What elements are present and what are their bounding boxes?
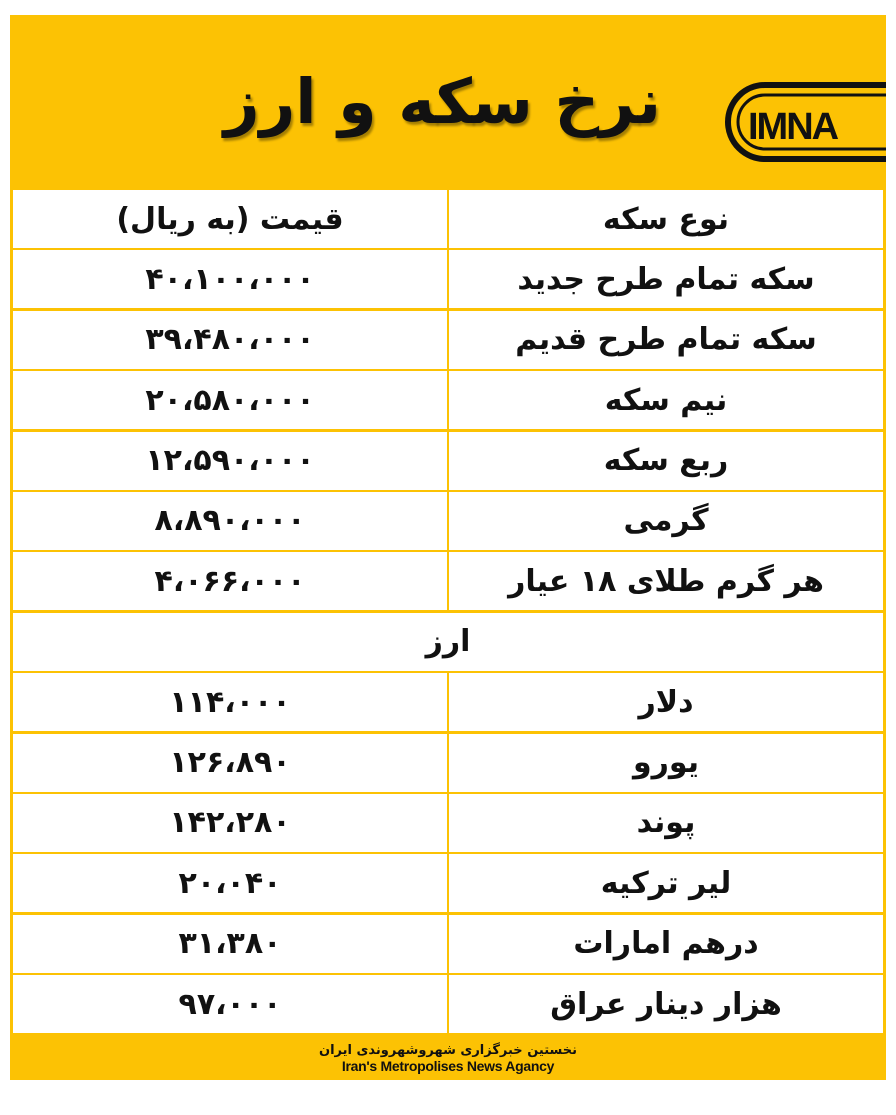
- table-row: هزار دینار عراق ۹۷،۰۰۰: [13, 975, 883, 1034]
- item-name: دلار: [449, 673, 883, 732]
- price-value: ۱۱۴،۰۰۰: [169, 684, 291, 720]
- table-row: سکه تمام طرح جدید ۴۰،۱۰۰،۰۰۰: [13, 250, 883, 309]
- footer-tagline-en: Iran's Metropolises News Agancy: [341, 1058, 555, 1074]
- item-price: ۲۰،۵۸۰،۰۰۰: [13, 371, 447, 430]
- price-value: ۳۱،۳۸۰: [178, 926, 282, 962]
- table-row: درهم امارات ۳۱،۳۸۰: [13, 914, 883, 973]
- item-price: ۱۱۴،۰۰۰: [13, 673, 447, 732]
- item-name: سکه تمام طرح جدید: [449, 250, 883, 309]
- item-name: لیر ترکیه: [449, 854, 883, 913]
- imna-logo: IMNA: [725, 82, 886, 162]
- item-name: هزار دینار عراق: [449, 975, 883, 1034]
- item-price: ۲۰،۰۴۰: [13, 854, 447, 913]
- footer: نخستین خبرگزاری شهروشهروندی ایران Iran's…: [10, 1037, 886, 1080]
- item-name: سکه تمام طرح قدیم: [449, 310, 883, 369]
- price-value: ۳۹،۴۸۰،۰۰۰: [145, 322, 315, 358]
- price-table: نوع سکه قیمت (به ریال) سکه تمام طرح جدید…: [13, 190, 883, 1035]
- item-price: ۴۰،۱۰۰،۰۰۰: [13, 250, 447, 309]
- table-row: دلار ۱۱۴،۰۰۰: [13, 673, 883, 732]
- item-price: ۱۲۶،۸۹۰: [13, 733, 447, 792]
- price-value: ۱۲۶،۸۹۰: [169, 745, 291, 781]
- svg-text:IMNA: IMNA: [748, 106, 839, 148]
- item-price: ۸،۸۹۰،۰۰۰: [13, 491, 447, 550]
- item-name: یورو: [449, 733, 883, 792]
- table-row: گرمی ۸،۸۹۰،۰۰۰: [13, 491, 883, 550]
- price-value: ۲۰،۵۸۰،۰۰۰: [145, 382, 315, 418]
- column-header-name: نوع سکه: [449, 190, 883, 248]
- table-row: یورو ۱۲۶،۸۹۰: [13, 733, 883, 792]
- page-title: نرخ سکه و ارز: [223, 65, 661, 138]
- table-row: نیم سکه ۲۰،۵۸۰،۰۰۰: [13, 371, 883, 430]
- table-header-row: نوع سکه قیمت (به ریال): [13, 190, 883, 248]
- item-name: پوند: [449, 793, 883, 852]
- header: نرخ سکه و ارز IMNA: [10, 15, 886, 189]
- price-value: ۴،۰۶۶،۰۰۰: [154, 563, 306, 599]
- price-value: ۸،۸۹۰،۰۰۰: [154, 503, 306, 539]
- table-row: پوند ۱۴۲،۲۸۰: [13, 793, 883, 852]
- table-row: سکه تمام طرح قدیم ۳۹،۴۸۰،۰۰۰: [13, 310, 883, 369]
- table-row: ربع سکه ۱۲،۵۹۰،۰۰۰: [13, 431, 883, 490]
- item-price: ۳۱،۳۸۰: [13, 914, 447, 973]
- section-title: ارز: [13, 612, 883, 671]
- item-name: گرمی: [449, 491, 883, 550]
- currency-section-row: ارز: [13, 612, 883, 671]
- item-name: نیم سکه: [449, 371, 883, 430]
- item-name: درهم امارات: [449, 914, 883, 973]
- price-value: ۹۷،۰۰۰: [178, 986, 282, 1022]
- price-value: ۲۰،۰۴۰: [178, 865, 282, 901]
- item-price: ۴،۰۶۶،۰۰۰: [13, 552, 447, 611]
- item-price: ۹۷،۰۰۰: [13, 975, 447, 1034]
- item-name: ربع سکه: [449, 431, 883, 490]
- infographic-frame: نرخ سکه و ارز IMNA نوع سکه قیمت (به ریال…: [10, 15, 886, 1080]
- footer-tagline-fa: نخستین خبرگزاری شهروشهروندی ایران: [319, 1043, 577, 1058]
- item-name: هر گرم طلای ۱۸ عیار: [449, 552, 883, 611]
- item-price: ۱۲،۵۹۰،۰۰۰: [13, 431, 447, 490]
- item-price: ۳۹،۴۸۰،۰۰۰: [13, 310, 447, 369]
- price-value: ۱۲،۵۹۰،۰۰۰: [145, 443, 315, 479]
- table-row: هر گرم طلای ۱۸ عیار ۴،۰۶۶،۰۰۰: [13, 552, 883, 611]
- price-value: ۴۰،۱۰۰،۰۰۰: [145, 261, 315, 297]
- column-header-price: قیمت (به ریال): [13, 190, 447, 248]
- table-row: لیر ترکیه ۲۰،۰۴۰: [13, 854, 883, 913]
- price-value: ۱۴۲،۲۸۰: [169, 805, 291, 841]
- item-price: ۱۴۲،۲۸۰: [13, 793, 447, 852]
